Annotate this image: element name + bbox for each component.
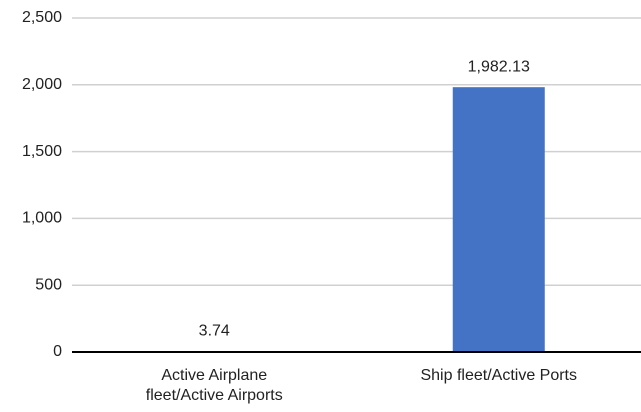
value-label: 3.74 xyxy=(199,323,230,340)
y-tick-label: 2,000 xyxy=(22,76,62,93)
y-tick-label: 0 xyxy=(53,343,62,360)
y-tick-label: 2,500 xyxy=(22,9,62,26)
bar xyxy=(452,87,545,352)
x-tick-label: Active Airplane fleet/Active Airports xyxy=(145,367,283,404)
x-tick-label: Ship fleet/Active Ports xyxy=(420,367,577,384)
value-label: 1,982.13 xyxy=(468,58,530,75)
y-tick-label: 1,000 xyxy=(22,210,62,227)
y-tick-label: 1,500 xyxy=(22,143,62,160)
y-tick-label: 500 xyxy=(35,276,62,293)
